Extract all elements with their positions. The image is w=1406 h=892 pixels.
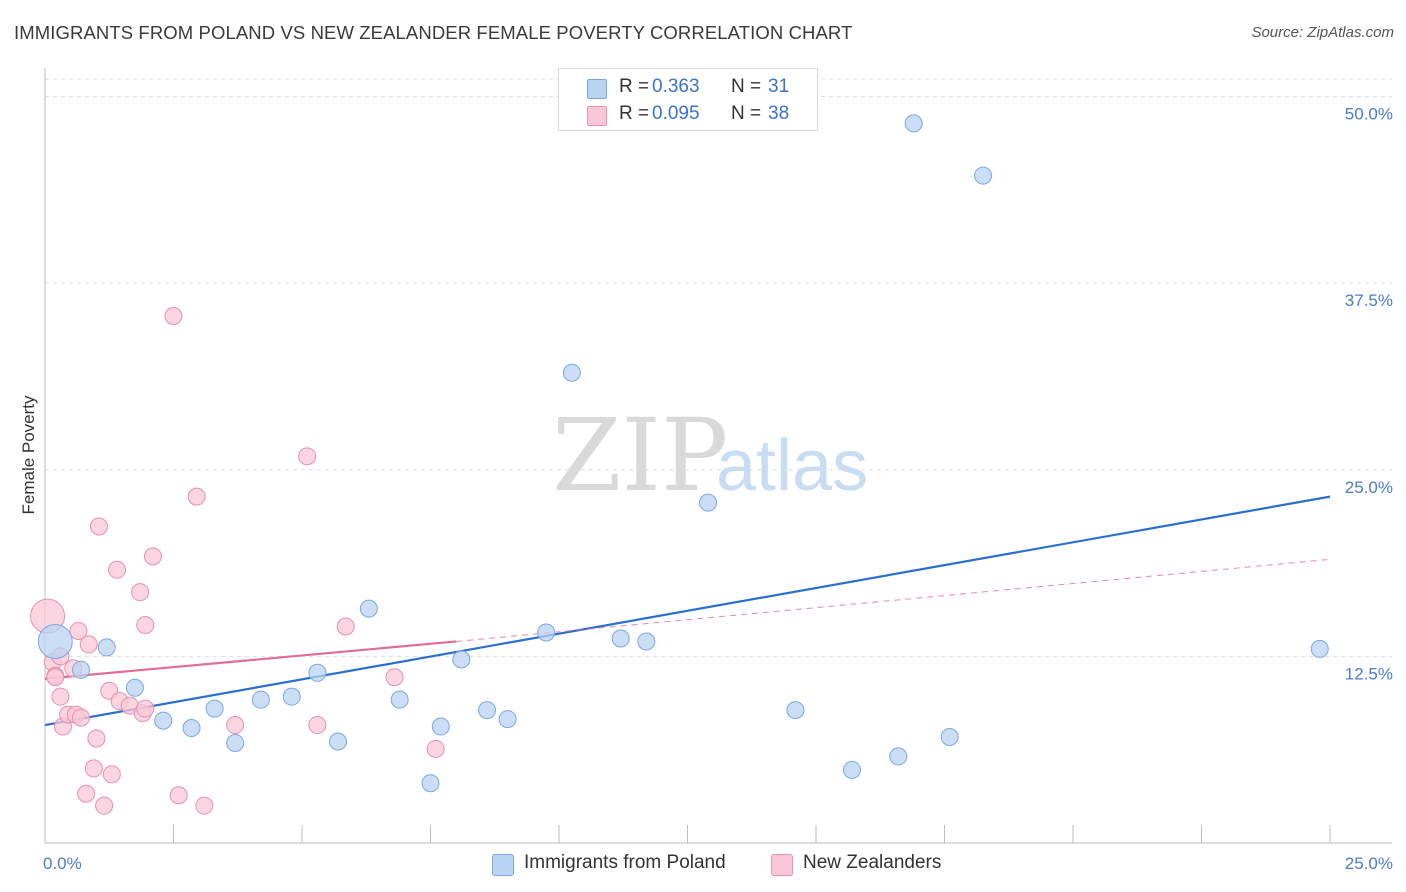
- poland-point: [562, 363, 581, 382]
- poland-point: [431, 717, 450, 736]
- poland-point: [1310, 639, 1329, 658]
- poland-point: [842, 760, 861, 779]
- newzealander-point: [51, 687, 70, 706]
- poland-point: [786, 701, 805, 720]
- poland-point: [205, 699, 224, 718]
- newzealander-point: [136, 616, 155, 635]
- poland-trendline: [44, 495, 1331, 727]
- poland-point: [974, 166, 993, 185]
- poland-point: [452, 650, 471, 669]
- newzealander-point: [195, 796, 214, 815]
- poland-point: [637, 632, 656, 651]
- newzealander-point: [187, 487, 206, 506]
- newzealander-point: [136, 699, 155, 718]
- poland-point: [421, 774, 440, 793]
- x-tick-label: 25.0%: [1345, 854, 1393, 873]
- poland-point: [889, 747, 908, 766]
- x-tick-label: 0.0%: [43, 854, 82, 873]
- poland-point: [537, 623, 556, 642]
- newzealander-point: [308, 716, 327, 735]
- newzealander-point: [77, 784, 96, 803]
- y-tick-label: 37.5%: [1345, 291, 1393, 310]
- legend-r-value: 0.363: [652, 76, 700, 97]
- legend-n-value: 38: [768, 103, 790, 124]
- legend-n-label: N =: [731, 103, 762, 124]
- legend-n-value: 31: [768, 76, 790, 97]
- poland-point: [611, 629, 630, 648]
- y-tick-label: 50.0%: [1345, 105, 1393, 124]
- poland-point: [251, 690, 270, 709]
- newzealander-point: [102, 765, 121, 784]
- newzealander-point: [107, 560, 126, 579]
- poland-point: [71, 660, 90, 679]
- trend-layer: [44, 495, 1331, 727]
- newzealander-point: [226, 716, 245, 735]
- poland-point: [390, 690, 409, 709]
- poland-point: [940, 727, 959, 746]
- legend-r-label: R =: [619, 76, 650, 97]
- poland-point: [154, 711, 173, 730]
- newzealander-trendline: [44, 640, 457, 680]
- axis-layer: 12.5% 25.0% 37.5% 50.0% 0.0% 25.0%: [43, 68, 1393, 873]
- newzealander-point: [46, 668, 65, 687]
- watermark: ZIP atlas: [552, 397, 868, 514]
- watermark-atlas: atlas: [716, 426, 868, 506]
- poland-point: [498, 710, 517, 729]
- newzealander-point: [69, 621, 88, 640]
- poland-point: [328, 732, 347, 751]
- poland-point: [226, 733, 245, 752]
- newzealander-point: [84, 759, 103, 778]
- legend-r-label: R =: [619, 103, 650, 124]
- series-swatch-poland: [492, 854, 514, 876]
- newzealander-point: [131, 583, 150, 602]
- newzealander-point: [164, 306, 183, 325]
- legend-r-value: 0.095: [652, 103, 700, 124]
- poland-point: [308, 663, 327, 682]
- series-label-poland: Immigrants from Poland: [524, 852, 726, 873]
- newzealander-point: [298, 447, 317, 466]
- correlation-legend: R = 0.363 N = 31 R = 0.095 N = 38: [558, 68, 818, 131]
- poland-point: [97, 638, 116, 657]
- poland-point: [282, 687, 301, 706]
- newzealander-point: [95, 796, 114, 815]
- watermark-zip: ZIP: [552, 397, 728, 514]
- series-legend: Immigrants from Poland New Zealanders: [0, 852, 1406, 878]
- newzealander-trendline-extension: [456, 558, 1331, 642]
- source-label: Source: ZipAtlas.com: [1251, 24, 1394, 41]
- poland-point: [904, 114, 923, 133]
- points-layer: [30, 114, 1329, 815]
- y-tick-label: 12.5%: [1345, 664, 1393, 683]
- poland-point: [125, 678, 144, 697]
- newzealander-point: [143, 547, 162, 566]
- poland-point: [699, 493, 718, 512]
- legend-row-poland: R = 0.363 N = 31: [559, 74, 817, 100]
- newzealander-point: [426, 739, 445, 758]
- chart-title: IMMIGRANTS FROM POLAND VS NEW ZEALANDER …: [14, 22, 853, 43]
- newzealander-point: [336, 617, 355, 636]
- series-label-newzealanders: New Zealanders: [803, 852, 942, 873]
- poland-point: [37, 623, 73, 659]
- series-swatch-newzealanders: [771, 854, 793, 876]
- newzealander-point: [79, 635, 98, 654]
- newzealander-point: [87, 729, 106, 748]
- poland-point: [478, 701, 497, 720]
- legend-row-newzealanders: R = 0.095 N = 38: [559, 101, 817, 127]
- newzealander-point: [169, 786, 188, 805]
- grid-layer: [45, 78, 1392, 657]
- newzealander-point: [71, 708, 90, 727]
- legend-n-label: N =: [731, 76, 762, 97]
- y-axis-title: Female Poverty: [19, 395, 38, 515]
- newzealander-point: [89, 517, 108, 536]
- poland-point: [182, 719, 201, 738]
- y-tick-label: 25.0%: [1345, 478, 1393, 497]
- legend-swatch-newzealanders: [587, 106, 607, 126]
- poland-point: [359, 599, 378, 618]
- newzealander-point: [385, 668, 404, 687]
- legend-swatch-poland: [587, 79, 607, 99]
